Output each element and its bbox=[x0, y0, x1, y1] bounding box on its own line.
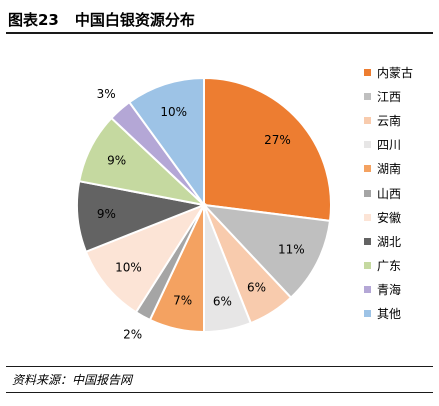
pie-data-label-4: 7% bbox=[173, 294, 192, 308]
source-note: 资料来源：中国报告网 bbox=[12, 373, 133, 387]
figure-title-text: 中国白银资源分布 bbox=[74, 11, 195, 29]
legend-swatch-9 bbox=[364, 286, 371, 294]
legend-label-3: 四川 bbox=[377, 138, 402, 153]
source-rule bbox=[6, 366, 433, 367]
pie-slices bbox=[76, 76, 332, 334]
pie-data-label-2: 6% bbox=[247, 281, 266, 295]
pie-data-label-10: 10% bbox=[160, 105, 187, 119]
legend-label-10: 其他 bbox=[377, 307, 402, 322]
legend-swatch-6 bbox=[364, 213, 371, 221]
legend-swatch-3 bbox=[364, 141, 371, 149]
pie-data-label-9: 3% bbox=[97, 87, 116, 101]
legend-label-5: 山西 bbox=[377, 186, 402, 201]
pie-labels: 27% 11% 6% 6% 7% 2% 10% 9% 9% 3% 10% bbox=[97, 87, 305, 342]
pie-data-label-6: 10% bbox=[115, 261, 142, 275]
pie-data-label-0: 27% bbox=[264, 133, 291, 147]
legend-item-10: 其他 bbox=[364, 302, 413, 326]
legend-item-4: 湖南 bbox=[364, 157, 413, 181]
legend-swatch-1 bbox=[364, 92, 371, 100]
legend-swatch-7 bbox=[364, 237, 371, 245]
legend-item-5: 山西 bbox=[364, 181, 413, 205]
pie-slice-10 bbox=[127, 76, 205, 209]
legend-label-9: 青海 bbox=[377, 283, 402, 298]
pie-slice-0 bbox=[203, 76, 332, 223]
legend-item-6: 安徽 bbox=[364, 205, 413, 229]
legend-swatch-5 bbox=[364, 189, 371, 197]
pie-data-label-3: 6% bbox=[213, 294, 232, 308]
chart-legend: 内蒙古江西云南四川湖南山西安徽湖北广东青海其他 bbox=[364, 60, 413, 326]
legend-item-8: 广东 bbox=[364, 254, 413, 278]
legend-swatch-8 bbox=[364, 262, 371, 270]
legend-item-3: 四川 bbox=[364, 133, 413, 157]
legend-item-9: 青海 bbox=[364, 278, 413, 302]
bottom-rule bbox=[6, 392, 433, 393]
legend-swatch-0 bbox=[364, 68, 371, 76]
legend-item-1: 江西 bbox=[364, 84, 413, 108]
legend-item-7: 湖北 bbox=[364, 229, 413, 253]
legend-swatch-10 bbox=[364, 310, 371, 318]
legend-item-0: 内蒙古 bbox=[364, 60, 413, 84]
pie-data-label-1: 11% bbox=[278, 243, 305, 257]
pie-data-label-7: 9% bbox=[97, 207, 116, 221]
legend-label-1: 江西 bbox=[377, 89, 402, 104]
legend-item-2: 云南 bbox=[364, 108, 413, 132]
legend-swatch-4 bbox=[364, 165, 371, 173]
pie-slice-6 bbox=[84, 202, 207, 314]
legend-label-2: 云南 bbox=[377, 113, 402, 128]
legend-label-4: 湖南 bbox=[377, 162, 402, 177]
figure-number: 图表23 bbox=[8, 11, 59, 29]
pie-data-label-5: 2% bbox=[123, 328, 142, 342]
legend-label-0: 内蒙古 bbox=[377, 65, 414, 80]
legend-label-8: 广东 bbox=[377, 259, 402, 274]
figure-title: 图表23 中国白银资源分布 bbox=[8, 9, 195, 30]
legend-label-6: 安徽 bbox=[377, 210, 402, 225]
title-rule bbox=[6, 32, 433, 34]
pie-data-label-8: 9% bbox=[107, 154, 126, 168]
legend-swatch-2 bbox=[364, 116, 371, 124]
pie-slice-1 bbox=[201, 203, 332, 299]
legend-label-7: 湖北 bbox=[377, 234, 402, 249]
